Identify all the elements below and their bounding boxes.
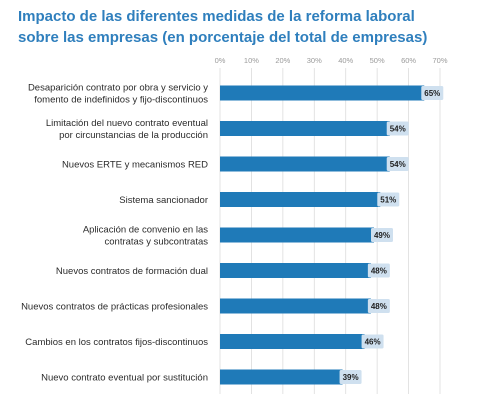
bar <box>220 334 365 349</box>
value-label: 49% <box>374 231 390 240</box>
x-tick-label: 0% <box>215 56 226 65</box>
bar <box>220 85 425 101</box>
category-label: Desaparición contrato por obra y servici… <box>28 83 208 106</box>
category-label-line: por circunstancias de la producción <box>59 130 208 141</box>
value-label-box <box>386 157 409 171</box>
bar <box>220 263 371 278</box>
value-label-box <box>361 334 384 349</box>
category-label-line: Sistema sancionador <box>119 195 208 206</box>
category-label-line: Nuevos contratos de formación dual <box>56 266 208 277</box>
bar <box>220 369 343 385</box>
bar <box>220 227 374 243</box>
x-tick-label: 20% <box>275 56 290 65</box>
bar <box>220 156 390 172</box>
x-tick-label: 70% <box>432 56 447 65</box>
x-tick-label: 40% <box>338 56 353 65</box>
category-label-line: Cambios en los contratos fijos-discontin… <box>25 337 208 348</box>
chart-title: Impacto de las diferentes medidas de la … <box>18 6 468 48</box>
x-tick-label: 10% <box>244 56 259 65</box>
value-label-box <box>386 121 409 136</box>
category-label-line: Nuevos contratos de prácticas profesiona… <box>21 302 208 313</box>
category-label: Nuevos contratos de prácticas profesiona… <box>21 302 208 313</box>
category-label: Sistema sancionador <box>119 195 208 206</box>
category-label-line: fomento de indefinidos y fijo-discontinu… <box>34 95 208 106</box>
value-label: 48% <box>371 302 387 311</box>
chart-title-line-1: Impacto de las diferentes medidas de la … <box>18 8 415 25</box>
category-label: Nuevos ERTE y mecanismos RED <box>62 160 208 171</box>
value-label: 54% <box>390 125 406 134</box>
value-label-box <box>377 192 400 207</box>
bar <box>220 192 381 207</box>
category-label-line: Desaparición contrato por obra y servici… <box>28 83 208 94</box>
value-label-box <box>421 86 444 100</box>
value-label-box <box>371 228 393 242</box>
category-label-line: Nuevo contrato eventual por sustitución <box>41 373 208 384</box>
category-label-line: contratas y subcontratas <box>105 237 209 248</box>
category-label: Cambios en los contratos fijos-discontin… <box>25 337 208 348</box>
value-label: 39% <box>343 373 359 382</box>
value-label-box <box>367 263 390 278</box>
category-label: Limitación del nuevo contrato eventual po… <box>46 118 208 141</box>
category-label-line: Nuevos ERTE y mecanismos RED <box>62 160 208 171</box>
category-label-line: Aplicación de convenio en las <box>83 225 208 236</box>
category-label: Aplicación de convenio en las contratas y… <box>83 225 208 248</box>
x-tick-label: 50% <box>370 56 385 65</box>
value-label: 54% <box>390 160 406 169</box>
x-tick-label: 60% <box>401 56 416 65</box>
value-label: 48% <box>371 267 387 276</box>
x-tick-label: 30% <box>307 56 322 65</box>
bar <box>220 298 371 314</box>
value-label: 51% <box>380 196 396 205</box>
value-label-box <box>367 299 390 313</box>
value-label: 46% <box>365 338 381 347</box>
chart-title-line-2: sobre las empresas (en porcentaje del to… <box>18 29 428 46</box>
bar <box>220 121 390 136</box>
value-label: 65% <box>424 89 440 98</box>
category-label: Nuevos contratos de formación dual <box>56 266 208 277</box>
category-label-line: Limitación del nuevo contrato eventual <box>46 118 208 129</box>
category-label: Nuevo contrato eventual por sustitución <box>41 373 208 384</box>
value-label-box <box>339 370 362 384</box>
